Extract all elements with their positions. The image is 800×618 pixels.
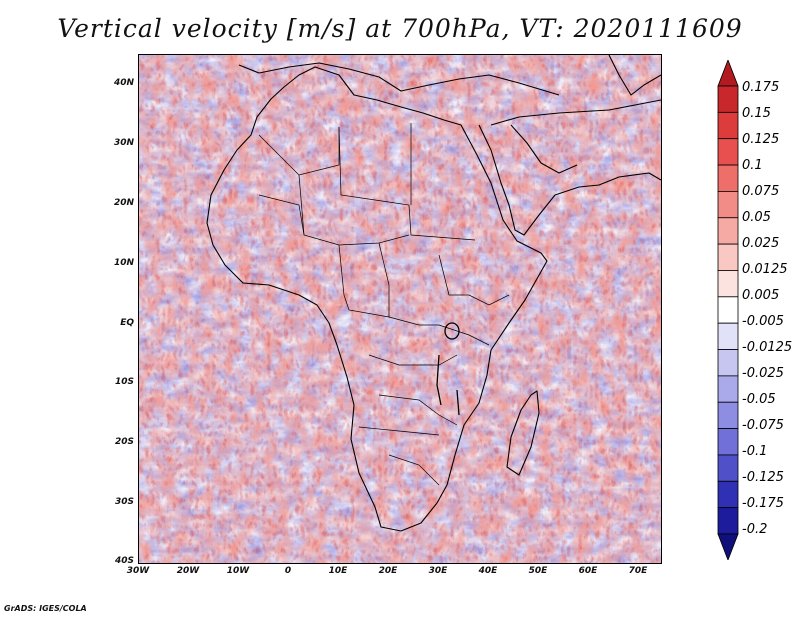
lon-label: 20W bbox=[176, 566, 200, 576]
colorbar-swatch bbox=[717, 533, 739, 560]
colorbar-swatch bbox=[717, 349, 739, 377]
colorbar-swatch bbox=[717, 428, 739, 456]
lon-label: 30W bbox=[126, 566, 150, 576]
map-panel[interactable] bbox=[138, 54, 662, 564]
map-title: Vertical velocity [m/s] at 700hPa, VT: 2… bbox=[57, 14, 743, 43]
colorbar-swatch bbox=[717, 322, 739, 350]
colorbar-swatch bbox=[717, 60, 739, 87]
colorbar-label: 0.075 bbox=[742, 184, 780, 199]
vertical-velocity-field bbox=[139, 55, 661, 563]
colorbar-label: -0.0125 bbox=[742, 340, 793, 355]
lakes bbox=[436, 322, 460, 416]
country-borders bbox=[258, 123, 510, 486]
colorbar-label: 0.1 bbox=[742, 158, 763, 173]
colorbar-swatch bbox=[717, 296, 739, 324]
colorbar-swatch bbox=[717, 454, 739, 482]
colorbar-label: 0.05 bbox=[742, 210, 771, 225]
lon-label: 10E bbox=[328, 566, 348, 576]
colorbar-swatch bbox=[717, 191, 739, 219]
colorbar-swatch bbox=[717, 138, 739, 166]
colorbar-label: 0.025 bbox=[742, 236, 780, 251]
colorbar-label: 0.125 bbox=[742, 132, 780, 147]
lon-label: 30E bbox=[428, 566, 448, 576]
lat-label: 30N bbox=[113, 138, 134, 148]
lon-label: 40E bbox=[478, 566, 498, 576]
colorbar-label: -0.025 bbox=[742, 366, 784, 381]
lat-label: EQ bbox=[120, 318, 134, 328]
colorbar-label: -0.005 bbox=[742, 314, 784, 329]
colorbar-label: -0.1 bbox=[742, 444, 768, 459]
credit-text: GrADS: IGES/COLA bbox=[4, 604, 87, 613]
lon-label: 60E bbox=[578, 566, 598, 576]
colorbar-swatch bbox=[717, 217, 739, 245]
colorbar-label: -0.2 bbox=[742, 522, 768, 537]
colorbar-swatch bbox=[717, 270, 739, 298]
lon-label: 70E bbox=[628, 566, 648, 576]
colorbar-label: 0.15 bbox=[742, 106, 771, 121]
colorbar-label: 0.175 bbox=[742, 80, 780, 95]
lon-label: 10W bbox=[226, 566, 250, 576]
colorbar-swatch bbox=[717, 375, 739, 403]
colorbar-swatch bbox=[717, 85, 739, 113]
colorbar-label: -0.125 bbox=[742, 470, 784, 485]
coastlines bbox=[206, 55, 661, 532]
lat-label: 20N bbox=[113, 198, 134, 208]
lat-label: 30S bbox=[114, 497, 134, 507]
colorbar-swatch bbox=[717, 507, 739, 535]
lat-label: 20S bbox=[114, 437, 134, 447]
colorbar-label: 0.005 bbox=[742, 288, 780, 303]
lon-label: 0 bbox=[284, 566, 292, 576]
colorbar-swatch bbox=[717, 164, 739, 192]
lat-label: 10N bbox=[113, 258, 134, 268]
lon-label: 50E bbox=[528, 566, 548, 576]
colorbar-swatch bbox=[717, 111, 739, 140]
colorbar-label: 0.0125 bbox=[742, 262, 788, 277]
lat-label: 40N bbox=[113, 78, 134, 88]
colorbar bbox=[717, 60, 739, 560]
colorbar-label: -0.05 bbox=[742, 392, 776, 407]
colorbar-swatch bbox=[717, 243, 739, 271]
colorbar-swatch bbox=[717, 401, 739, 429]
lat-label: 10S bbox=[114, 377, 134, 387]
lat-label: 40S bbox=[114, 556, 134, 566]
lon-label: 20E bbox=[378, 566, 398, 576]
colorbar-label: -0.175 bbox=[742, 496, 784, 511]
colorbar-swatch bbox=[717, 480, 739, 509]
colorbar-label: -0.075 bbox=[742, 418, 784, 433]
